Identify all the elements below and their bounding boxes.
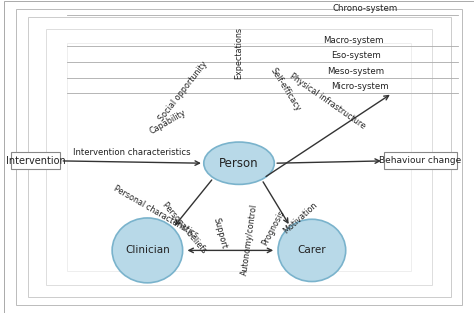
Text: Clinician: Clinician (125, 246, 170, 255)
Bar (46, 30, 432, 284)
Ellipse shape (112, 218, 182, 283)
Text: Eso-system: Eso-system (331, 51, 381, 60)
Text: Autonomy/control: Autonomy/control (240, 203, 259, 276)
Text: Capability: Capability (148, 108, 188, 136)
Text: Motivation: Motivation (282, 201, 319, 236)
Bar (67, 43, 410, 271)
Text: Self-efficacy: Self-efficacy (268, 66, 302, 113)
Text: Physical infrastructure: Physical infrastructure (288, 72, 367, 131)
Text: Behaviour change: Behaviour change (379, 156, 461, 165)
Text: Intervention characteristics: Intervention characteristics (73, 148, 191, 157)
Text: Social opportunity: Social opportunity (156, 59, 209, 123)
Text: Person: Person (219, 157, 259, 170)
Bar (384, 152, 456, 170)
Bar (11, 152, 61, 170)
Text: Chrono-system: Chrono-system (332, 4, 397, 14)
Ellipse shape (204, 142, 274, 184)
Ellipse shape (278, 219, 346, 282)
Text: Micro-system: Micro-system (331, 82, 388, 91)
Text: Support: Support (212, 217, 228, 250)
Text: Prognosis: Prognosis (260, 208, 286, 247)
Text: Expectations: Expectations (235, 27, 244, 79)
Text: Intervention: Intervention (6, 156, 66, 166)
Text: Meso-system: Meso-system (328, 67, 384, 76)
Text: Carer: Carer (298, 246, 326, 255)
Text: Personal beliefs: Personal beliefs (161, 201, 209, 255)
Text: Personal characteristics: Personal characteristics (112, 183, 200, 239)
Text: Macro-system: Macro-system (324, 35, 384, 45)
